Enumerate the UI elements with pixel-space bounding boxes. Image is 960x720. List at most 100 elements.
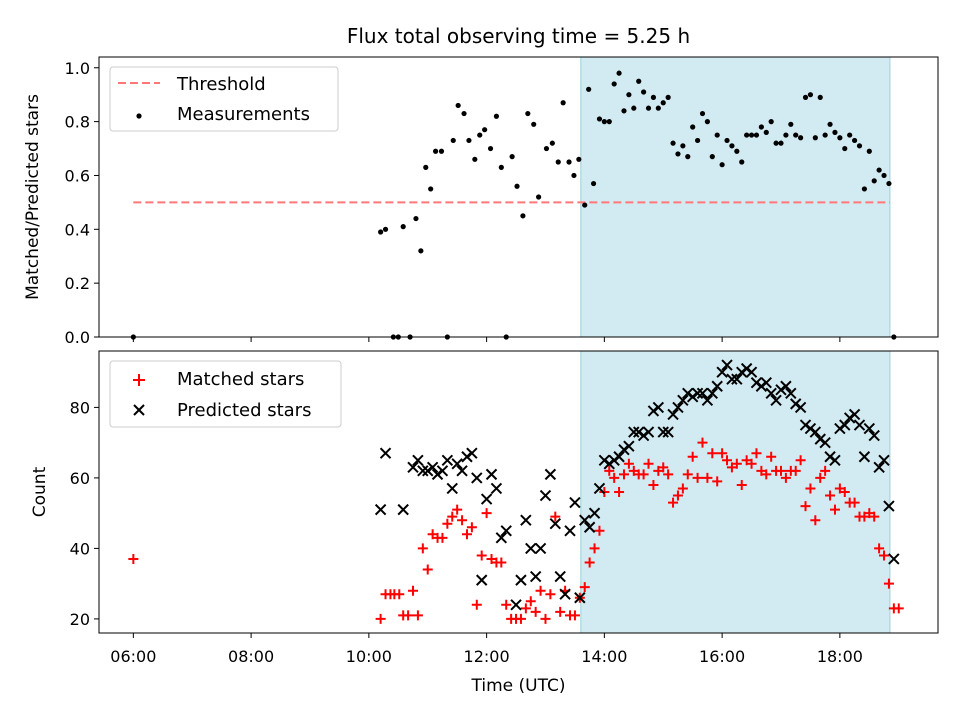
- measurement-point: [400, 224, 406, 230]
- predicted-star-point: [495, 532, 508, 544]
- measurement-point: [655, 105, 661, 111]
- matched-star-point: [751, 448, 762, 459]
- predicted-star-point: [569, 496, 581, 509]
- bottom-y-ticks: 20 40 60 80: [70, 398, 99, 629]
- predicted-star-point: [417, 465, 429, 477]
- measurement-point: [509, 154, 515, 160]
- measurement-point: [616, 70, 622, 76]
- matched-star-point: [648, 479, 659, 490]
- measurement-point: [536, 194, 542, 200]
- matched-star-point: [820, 465, 831, 476]
- predicted-star-point: [667, 408, 679, 421]
- predicted-star-point: [613, 451, 625, 463]
- measurement-point: [432, 148, 439, 154]
- predicted-star-point: [534, 542, 547, 555]
- measurement-point: [680, 143, 686, 149]
- measurement-point: [586, 86, 592, 92]
- y-tick-label: 0.6: [65, 166, 90, 185]
- subplot-ratio: 0.0 0.2 0.4 0.6 0.8 1.0 Matched/Predicted sta…: [23, 56, 939, 347]
- predicted-star-point: [785, 387, 797, 400]
- measurement-point: [590, 180, 597, 187]
- predicted-star-point: [696, 387, 709, 400]
- legend-predicted-label: Predicted stars: [177, 400, 311, 421]
- measurement-point: [472, 156, 478, 162]
- y-tick-label: 0.0: [65, 328, 90, 347]
- measurement-point: [498, 164, 504, 170]
- measurement-point: [566, 159, 572, 165]
- predicted-star-point: [731, 373, 743, 385]
- matched-star-point: [623, 458, 634, 469]
- predicted-star-point: [706, 387, 719, 400]
- measurement-point: [802, 94, 809, 100]
- measurement-point: [555, 159, 561, 165]
- matched-star-point: [540, 613, 551, 624]
- matched-star-point: [375, 613, 386, 624]
- x-tick-label: 16:00: [699, 647, 745, 666]
- matched-star-point: [408, 585, 419, 596]
- top-legend: Threshold Measurements: [109, 66, 339, 132]
- predicted-star-point: [770, 394, 782, 407]
- measurement-point: [807, 92, 814, 98]
- measurement-point: [690, 124, 696, 130]
- predicted-star-point: [677, 394, 689, 407]
- matched-star-point: [481, 508, 492, 519]
- measurement-point: [709, 154, 715, 160]
- highlight-span-top: [580, 56, 891, 338]
- matched-star-point: [638, 469, 649, 480]
- bottom-y-axis-label: Count: [30, 466, 50, 517]
- predicted-star-point: [574, 592, 586, 604]
- predicted-star-point: [475, 574, 488, 586]
- matched-star-point: [692, 472, 703, 483]
- predicted-star-point: [436, 465, 449, 477]
- matched-stars-points: [128, 437, 904, 624]
- measurement-point: [719, 162, 725, 168]
- y-tick-label: 1.0: [65, 59, 90, 78]
- measurement-point: [636, 78, 642, 84]
- measurement-point: [549, 140, 555, 146]
- chart-title: Flux total observing time = 5.25 h: [347, 24, 690, 48]
- matched-star-point: [780, 472, 791, 483]
- measurement-point: [423, 164, 429, 170]
- measurement-point: [455, 102, 461, 109]
- predicted-star-point: [839, 419, 851, 431]
- predicted-star-point: [780, 380, 792, 392]
- predicted-star-point: [500, 525, 512, 537]
- predicted-star-point: [794, 401, 807, 414]
- y-tick-label: 20: [70, 610, 90, 629]
- matched-star-point: [618, 469, 629, 480]
- bottom-legend: Matched stars Predicted stars: [109, 360, 342, 428]
- predicted-star-point: [490, 482, 503, 495]
- matched-star-point: [584, 557, 595, 568]
- measurement-point: [793, 132, 799, 138]
- predicted-star-point: [858, 451, 871, 463]
- matched-star-point: [658, 462, 669, 473]
- matched-star-point: [795, 455, 806, 466]
- matched-star-point: [530, 606, 541, 617]
- measurement-point: [822, 132, 828, 138]
- matched-star-point: [869, 511, 880, 522]
- predicted-star-point: [888, 553, 900, 565]
- matched-star-point: [550, 511, 561, 522]
- predicted-star-point: [868, 429, 880, 442]
- predicted-star-point: [525, 542, 537, 555]
- matched-star-point: [525, 596, 536, 607]
- measurement-point: [783, 132, 789, 138]
- matched-star-point: [707, 448, 718, 459]
- predicted-star-point: [726, 373, 738, 385]
- measurement-point: [729, 143, 735, 149]
- matched-star-point: [800, 501, 811, 512]
- predicted-star-point: [529, 570, 542, 583]
- measurement-point: [650, 94, 657, 100]
- predicted-star-point: [878, 454, 890, 466]
- measurement-point: [378, 229, 384, 235]
- matched-star-point: [883, 578, 894, 589]
- predicted-star-point: [407, 461, 419, 474]
- y-tick-label: 80: [70, 398, 90, 417]
- predicted-star-point: [471, 472, 483, 484]
- legend-matched-label: Matched stars: [177, 369, 304, 390]
- measurement-point: [560, 100, 566, 106]
- legend-measurements-swatch: [136, 113, 142, 119]
- predicted-star-point: [628, 426, 640, 438]
- subplot-counts: 20 40 60 80 06:00 08:00 10:00 12:00 14:00 16:00 1…: [30, 350, 939, 696]
- measurement-point: [685, 154, 691, 160]
